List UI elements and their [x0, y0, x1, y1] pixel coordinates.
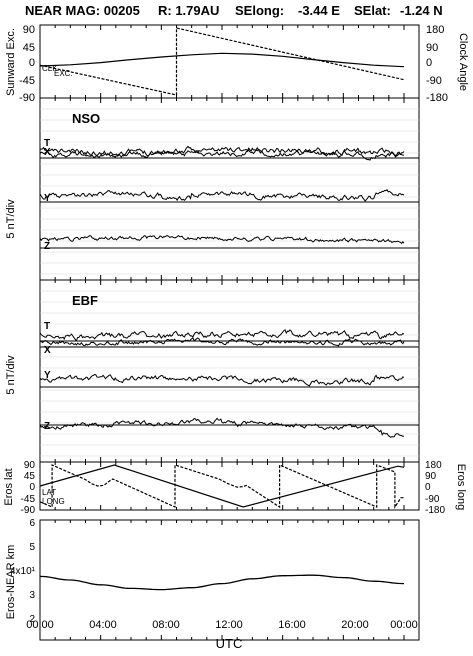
panel-ebf: EBF 5 nT/div T X Y Z [5, 279, 420, 463]
ytick-left: 0 [29, 482, 35, 493]
xtick-label: 20:00 [341, 619, 369, 631]
xtick-label: 00:00 [26, 619, 54, 631]
panel-eros-near-distance-ticks: 6 5 4x10¹ 3 2 [10, 518, 36, 625]
ytick: 5 [29, 542, 35, 553]
ytick-right: -180 [426, 92, 448, 104]
ytick-right: 90 [425, 471, 437, 482]
ytick-right: 180 [426, 24, 444, 36]
panel-nso: NSO 5 nT/div T X Y Z [5, 97, 420, 281]
xtick-label: 08:00 [152, 619, 180, 631]
trace-label-y: Y [44, 193, 51, 204]
trace-ebf-z [39, 417, 404, 438]
trace-nso-x [39, 148, 405, 161]
panel-sunward-clock: 90 45 0 -45 -90 180 90 0 -90 -180 Sunwar… [5, 24, 469, 104]
panel-eros-near-distance-frame [39, 519, 420, 641]
xaxis-label: UTC [216, 636, 243, 651]
ytick-right: 0 [425, 482, 431, 493]
ylabel-eros-near-km: Eros-NEAR km [5, 545, 17, 620]
label-long: LONG [42, 497, 65, 506]
panel-ebf-grid [40, 290, 419, 457]
label-exc: EXC. [54, 69, 73, 78]
xtick-label: 04:00 [89, 619, 117, 631]
trace-ebf-x [39, 337, 405, 347]
ylabel-sunward-exc: Sunward Exc. [5, 28, 17, 96]
header-selat-label: SElat: [354, 3, 391, 18]
header-selat-value: -1.24 N [400, 3, 443, 18]
panel-eros-near-distance: 6 5 4x10¹ 3 2 Eros-NEAR km [5, 518, 420, 641]
series-clock-angle [39, 27, 405, 96]
ytick-left: -90 [21, 505, 36, 516]
ylabel-nso: 5 nT/div [5, 199, 17, 239]
trace-ebf-t [39, 329, 405, 342]
trace-ebf-y [39, 373, 405, 387]
trace-label-x: X [44, 147, 51, 158]
ytick: 3 [29, 590, 35, 601]
ytick: 2 [29, 614, 35, 625]
ytick-left: 90 [23, 24, 35, 36]
trace-nso-z [39, 234, 405, 245]
ytick-left: -45 [19, 75, 35, 87]
label-clk: CLK [42, 64, 58, 73]
series-eros-near-distance [39, 574, 405, 591]
header-instrument: NEAR MAG: 00205 [25, 3, 140, 18]
panel-sunward-clock-ticks: 90 45 0 -45 -90 180 90 0 -90 -180 [19, 24, 448, 104]
header-selong-value: -3.44 E [298, 3, 340, 18]
time-axis: 00:00 04:00 08:00 12:00 16:00 20:00 00:0… [26, 25, 418, 651]
panel-nso-title: NSO [72, 111, 100, 126]
panel-nso-grid [40, 108, 419, 275]
ytick-right: 90 [426, 42, 438, 54]
series-sunward-excursion [39, 52, 405, 68]
ytick-left: -90 [19, 92, 35, 104]
ytick-left: 0 [29, 57, 35, 69]
panel-sunward-clock-frame [39, 24, 420, 99]
ytick-left: 90 [24, 460, 36, 471]
header-distance: R: 1.79AU [158, 3, 219, 18]
ylabel-eros-long: Eros long [455, 464, 467, 510]
panel-eros-position: 90 45 0 -45 -90 180 90 0 -90 -180 Eros l… [3, 460, 467, 516]
trace-label-t: T [44, 138, 50, 149]
ylabel-eros-lat: Eros lat [3, 468, 15, 505]
ytick-left: 45 [23, 42, 35, 54]
xtick-label: 12:00 [215, 619, 243, 631]
ytick-right: 180 [425, 460, 442, 471]
ytick-left: -45 [21, 494, 36, 505]
header-selong-label: SElong: [235, 3, 284, 18]
series-eros-lat [39, 464, 405, 508]
ytick-right: -90 [425, 494, 440, 505]
panel-eros-position-ticks: 90 45 0 -45 -90 180 90 0 -90 -180 [21, 460, 446, 516]
trace-nso-t [39, 145, 404, 158]
trace-label-z: Z [44, 241, 50, 252]
ytick-right: -90 [426, 75, 442, 87]
xtick-label: 16:00 [278, 619, 306, 631]
panel-ebf-title: EBF [72, 293, 98, 308]
label-lat: LAT [42, 488, 56, 497]
ylabel-ebf: 5 nT/div [5, 355, 17, 395]
ytick-right: 0 [426, 57, 432, 69]
ytick: 6 [29, 518, 35, 529]
trace-nso-y [39, 189, 405, 202]
trace-label-y: Y [44, 370, 51, 381]
ytick-right: -180 [425, 505, 445, 516]
ylabel-clock-angle: Clock Angle [457, 33, 469, 91]
trace-label-t: T [44, 321, 50, 332]
ytick: 4x10¹ [10, 566, 36, 577]
trace-label-x: X [44, 345, 51, 356]
series-eros-long [39, 464, 404, 510]
ytick-left: 45 [24, 471, 36, 482]
xtick-label: 00:00 [390, 619, 418, 631]
plot-header: NEAR MAG: 00205 R: 1.79AU SElong: -3.44 … [25, 3, 443, 18]
